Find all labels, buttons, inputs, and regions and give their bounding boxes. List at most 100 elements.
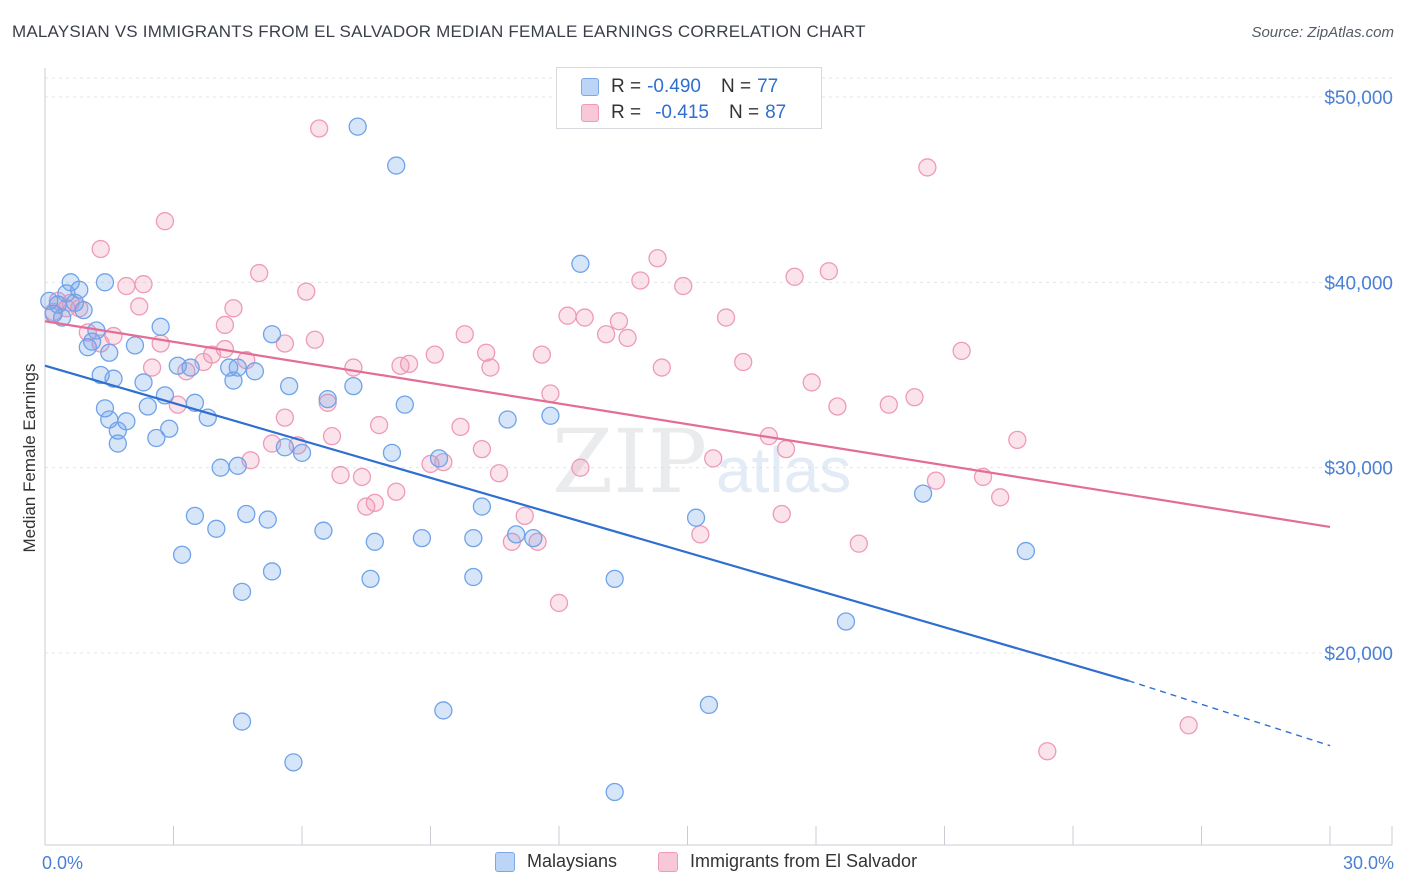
- data-point-el-salvador: [776, 439, 796, 459]
- legend-swatch-blue: [495, 851, 515, 872]
- data-point-el-salvador: [117, 276, 136, 296]
- data-point-malaysians: [125, 336, 145, 355]
- data-point-malaysians: [134, 373, 153, 392]
- y-tick-label: $20,000: [1324, 644, 1393, 665]
- data-point-el-salvador: [674, 276, 693, 296]
- data-point-malaysians: [605, 569, 624, 589]
- data-point-malaysians: [82, 332, 102, 351]
- data-point-el-salvador: [91, 239, 110, 259]
- data-point-el-salvador: [571, 458, 590, 477]
- trend-lines: [44, 320, 1331, 747]
- watermark-zip: ZIP: [552, 410, 707, 513]
- data-point-el-salvador: [618, 328, 637, 348]
- legend-item-malaysians[interactable]: Malaysians: [495, 851, 617, 872]
- data-point-el-salvador: [905, 388, 924, 407]
- data-point-malaysians: [181, 358, 200, 377]
- series-legend: Malaysians Immigrants from El Salvador: [0, 851, 1406, 879]
- data-point-malaysians: [387, 156, 406, 175]
- data-point-malaysians: [472, 497, 492, 516]
- data-point-malaysians: [262, 562, 282, 581]
- data-point-malaysians: [913, 484, 933, 503]
- data-point-el-salvador: [802, 373, 821, 392]
- data-point-malaysians: [318, 389, 337, 409]
- data-point-malaysians: [429, 449, 449, 468]
- data-point-el-salvador: [297, 282, 316, 301]
- data-point-el-salvador: [472, 439, 492, 459]
- data-point-el-salvador: [309, 119, 329, 138]
- data-point-malaysians: [232, 582, 252, 601]
- data-point-malaysians: [237, 504, 256, 524]
- chart-title: MALAYSIAN VS IMMIGRANTS FROM EL SALVADOR…: [12, 22, 866, 41]
- data-point-el-salvador: [130, 297, 149, 316]
- data-point-el-salvador: [879, 395, 898, 414]
- data-point-malaysians: [95, 273, 115, 292]
- data-point-malaysians: [211, 458, 230, 477]
- legend-item-el-salvador[interactable]: Immigrants from El Salvador: [658, 851, 917, 872]
- data-point-malaysians: [507, 525, 526, 544]
- data-point-el-salvador: [532, 345, 552, 364]
- data-point-el-salvador: [772, 504, 791, 524]
- data-point-el-salvador: [1008, 430, 1027, 450]
- data-point-el-salvador: [344, 358, 363, 377]
- data-point-malaysians: [464, 528, 483, 548]
- data-point-malaysians: [74, 300, 93, 320]
- data-point-malaysians: [279, 376, 299, 396]
- data-point-el-salvador: [575, 308, 594, 327]
- n-value-malaysians: 77: [757, 76, 779, 97]
- data-point-malaysians: [314, 521, 333, 540]
- legend-label-malaysians: Malaysians: [527, 851, 618, 871]
- data-point-el-salvador: [365, 493, 384, 513]
- data-point-el-salvador: [477, 343, 496, 362]
- data-point-el-salvador: [275, 408, 295, 427]
- data-point-el-salvador: [387, 482, 406, 501]
- x-tick-labels: 0.0% 30.0%: [42, 853, 1394, 873]
- trend-line-malaysians: [44, 364, 1129, 682]
- legend-label-el-salvador: Immigrants from El Salvador: [690, 851, 918, 871]
- data-point-malaysians: [245, 362, 265, 381]
- data-point-malaysians: [524, 528, 543, 548]
- correlation-legend: R = -0.490 N = 77 R = -0.415 N = 87: [556, 67, 822, 129]
- n-label: N =: [720, 76, 752, 97]
- data-point-malaysians: [228, 358, 247, 377]
- data-point-el-salvador: [331, 465, 350, 485]
- data-point-malaysians: [1016, 541, 1036, 561]
- data-point-el-salvador: [991, 488, 1010, 507]
- data-point-malaysians: [70, 280, 89, 299]
- data-point-el-salvador: [609, 312, 629, 331]
- data-point-el-salvador: [849, 534, 868, 553]
- y-tick-label: $40,000: [1324, 273, 1393, 294]
- data-point-el-salvador: [918, 158, 937, 177]
- y-tick-label: $30,000: [1324, 459, 1393, 480]
- data-point-el-salvador: [305, 330, 325, 349]
- data-point-el-salvador: [322, 427, 342, 446]
- data-point-el-salvador: [785, 267, 804, 286]
- data-point-malaysians: [95, 399, 115, 418]
- data-point-malaysians: [541, 406, 560, 425]
- r-label: R =: [611, 76, 642, 97]
- data-point-malaysians: [464, 567, 483, 587]
- r-label: R =: [611, 102, 642, 123]
- data-point-el-salvador: [399, 354, 419, 374]
- data-point-el-salvador: [489, 464, 509, 483]
- data-point-malaysians: [361, 569, 380, 589]
- data-point-el-salvador: [952, 341, 971, 361]
- data-point-malaysians: [498, 410, 517, 429]
- legend-row-malaysians: R = -0.490 N = 77: [581, 74, 778, 100]
- data-point-malaysians: [117, 412, 136, 431]
- data-point-malaysians: [258, 510, 277, 529]
- data-point-el-salvador: [716, 308, 736, 327]
- data-point-malaysians: [836, 612, 856, 631]
- trend-line-malaysians-extension: [1128, 680, 1331, 747]
- data-point-malaysians: [686, 508, 706, 527]
- data-point-malaysians: [395, 395, 414, 414]
- legend-swatch-pink: [658, 851, 678, 872]
- data-point-el-salvador: [275, 334, 295, 353]
- data-point-malaysians: [382, 443, 402, 462]
- data-point-malaysians: [100, 343, 119, 362]
- n-label: N =: [728, 102, 760, 123]
- data-point-el-salvador: [819, 262, 838, 281]
- r-value-malaysians: -0.490: [647, 76, 701, 97]
- data-point-malaysians: [605, 782, 624, 802]
- data-point-el-salvador: [549, 593, 569, 613]
